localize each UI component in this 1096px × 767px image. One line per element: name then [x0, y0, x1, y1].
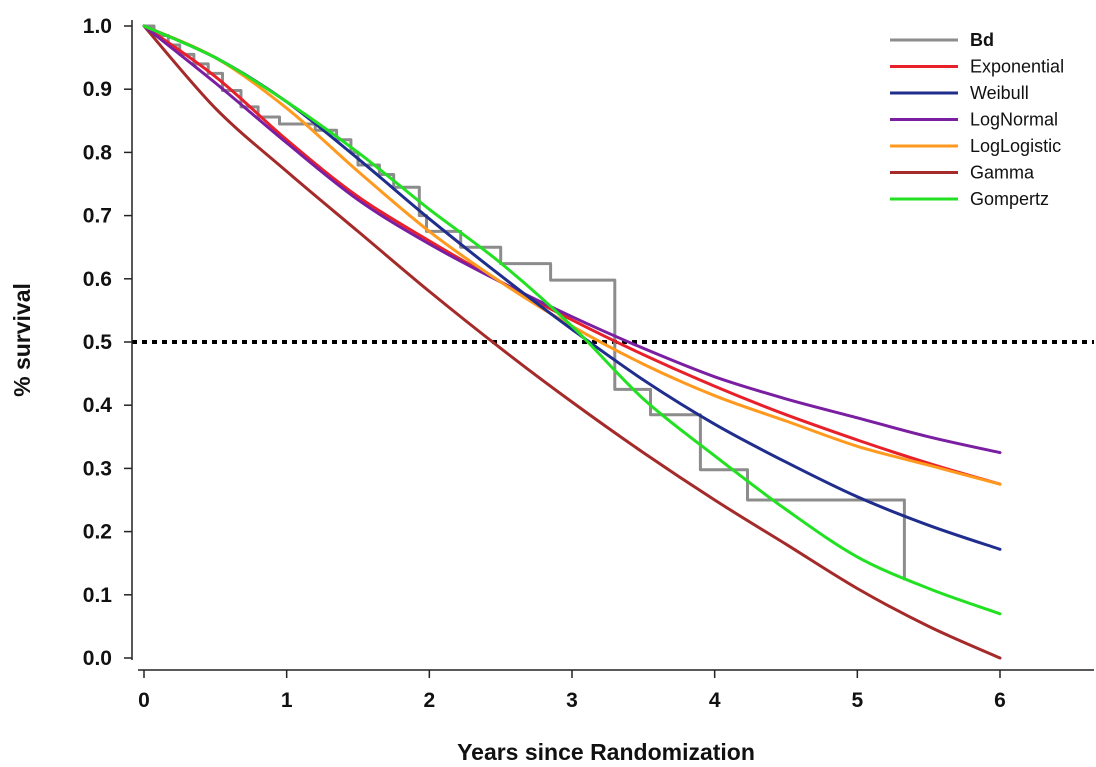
y-tick-label: 1.0	[83, 15, 112, 38]
x-axis-ticks: 0 1 2 3 4 5 6	[138, 670, 1006, 712]
y-tick-label: 0.0	[83, 647, 112, 670]
series-line-lognormal	[142, 24, 1002, 455]
legend-label-loglogistic: LogLogistic	[970, 136, 1061, 156]
series-line-gompertz	[142, 24, 1002, 616]
series-layer	[142, 24, 1002, 660]
legend-label-gompertz: Gompertz	[970, 189, 1049, 209]
y-tick-label: 0.6	[83, 268, 112, 291]
y-tick-label: 0.9	[83, 78, 112, 101]
x-tick-label: 6	[994, 689, 1006, 712]
legend-label-bd: Bd	[970, 30, 994, 50]
legend-label-exponential: Exponential	[970, 57, 1064, 77]
x-tick-label: 5	[851, 689, 863, 712]
x-tick-label: 1	[281, 689, 293, 712]
axes: 0.0 0.1 0.2 0.3 0.4 0.5 0.6 0.7 0.8 0.9 1.0 0 1 2 3 4 5…	[83, 15, 1094, 712]
y-axis-label: % survival	[9, 283, 35, 397]
y-tick-label: 0.2	[83, 521, 112, 544]
x-axis-label: Years since Randomization	[457, 739, 755, 765]
y-tick-label: 0.5	[83, 331, 113, 354]
x-tick-label: 4	[709, 689, 721, 712]
y-tick-label: 0.1	[83, 584, 113, 607]
x-tick-label: 3	[566, 689, 578, 712]
series-line-bd	[142, 24, 906, 581]
series-line-weibull	[142, 24, 1002, 551]
series-line-exponential	[142, 24, 1002, 486]
y-axis-ticks: 0.0 0.1 0.2 0.3 0.4 0.5 0.6 0.7 0.8 0.9 1.0	[83, 15, 132, 670]
y-tick-label: 0.3	[83, 457, 112, 480]
legend-label-weibull: Weibull	[970, 83, 1029, 103]
series-line-gamma	[142, 24, 1002, 660]
y-tick-label: 0.4	[83, 394, 113, 417]
plot-area	[132, 24, 1094, 660]
legend-label-lognormal: LogNormal	[970, 110, 1058, 130]
y-tick-label: 0.8	[83, 141, 113, 164]
x-tick-label: 0	[138, 689, 150, 712]
x-tick-label: 2	[423, 689, 435, 712]
y-tick-label: 0.7	[83, 205, 112, 228]
legend: Bd Exponential Weibull LogNormal LogLogistic…	[890, 30, 1064, 209]
series-line-loglogistic	[142, 24, 1002, 486]
legend-label-gamma: Gamma	[970, 163, 1035, 183]
